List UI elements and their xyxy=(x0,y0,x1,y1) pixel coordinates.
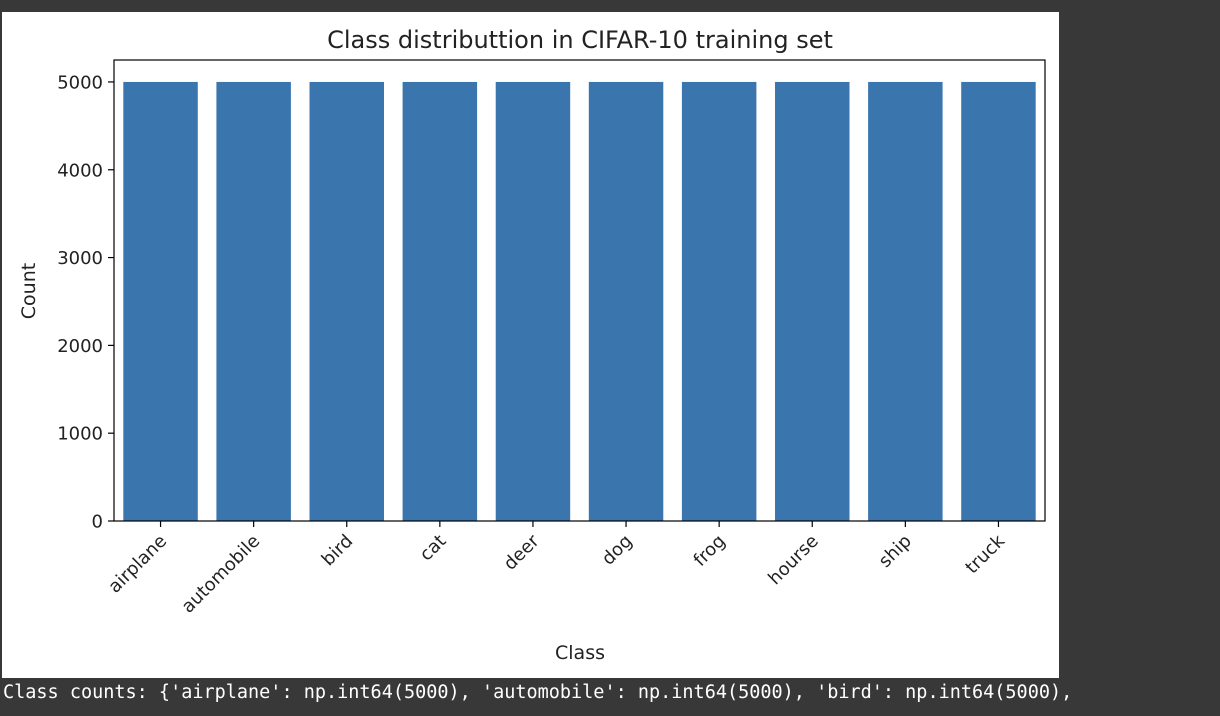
bar-frog xyxy=(681,81,757,521)
y-tick-label: 1000 xyxy=(57,424,103,445)
bar-hourse xyxy=(775,81,850,521)
bar-airplane xyxy=(123,81,198,521)
bar-dog xyxy=(588,81,664,521)
y-tick-label: 3000 xyxy=(57,248,103,269)
bar-bird xyxy=(309,81,384,521)
y-axis-label: Count xyxy=(18,263,40,319)
plot-frame xyxy=(113,59,1046,522)
x-tick-label-bird: bird xyxy=(318,531,358,571)
bar-automobile xyxy=(216,81,291,521)
x-axis-label: Class xyxy=(555,642,605,664)
x-tick-label-hourse: hourse xyxy=(764,531,822,589)
bar-chart: Class distributtion in CIFAR-10 training… xyxy=(18,26,1046,664)
x-tick-label-cat: cat xyxy=(416,531,451,566)
bar-ship xyxy=(868,81,943,521)
console-output-line: Class counts: {'airplane': np.int64(5000… xyxy=(3,682,1073,703)
y-tick-label: 0 xyxy=(92,512,103,533)
y-tick-label: 4000 xyxy=(57,160,103,181)
y-tick-label: 5000 xyxy=(57,72,103,93)
x-tick-label-deer: deer xyxy=(500,530,544,574)
x-tick-label-ship: ship xyxy=(875,531,916,572)
bars-layer xyxy=(123,81,1036,521)
x-tick-label-truck: truck xyxy=(961,530,1009,578)
x-axis-ticks: airplane automobile bird cat deer dog frog hour… xyxy=(104,521,1009,617)
bar-truck xyxy=(961,81,1036,521)
chart-title: Class distributtion in CIFAR-10 training… xyxy=(327,26,833,54)
x-tick-label-airplane: airplane xyxy=(104,531,171,598)
x-tick-label-automobile: automobile xyxy=(178,531,265,618)
bar-deer xyxy=(495,81,571,521)
y-axis-ticks: 0 1000 2000 3000 4000 5000 xyxy=(57,72,114,533)
y-tick-label: 2000 xyxy=(57,336,103,357)
bar-cat xyxy=(402,81,478,521)
x-tick-label-frog: frog xyxy=(690,531,730,571)
x-tick-label-dog: dog xyxy=(598,531,637,570)
chart-figure: Class distributtion in CIFAR-10 training… xyxy=(2,12,1059,678)
